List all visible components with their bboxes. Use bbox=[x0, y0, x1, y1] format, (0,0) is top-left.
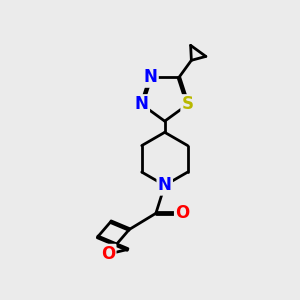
Text: N: N bbox=[135, 95, 149, 113]
Text: N: N bbox=[144, 68, 158, 86]
Text: O: O bbox=[101, 245, 115, 263]
Text: S: S bbox=[182, 95, 194, 113]
Text: N: N bbox=[158, 176, 172, 194]
Text: O: O bbox=[175, 204, 190, 222]
